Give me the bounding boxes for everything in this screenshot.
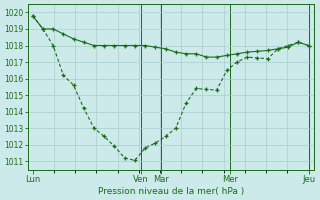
X-axis label: Pression niveau de la mer( hPa ): Pression niveau de la mer( hPa ) xyxy=(98,187,244,196)
